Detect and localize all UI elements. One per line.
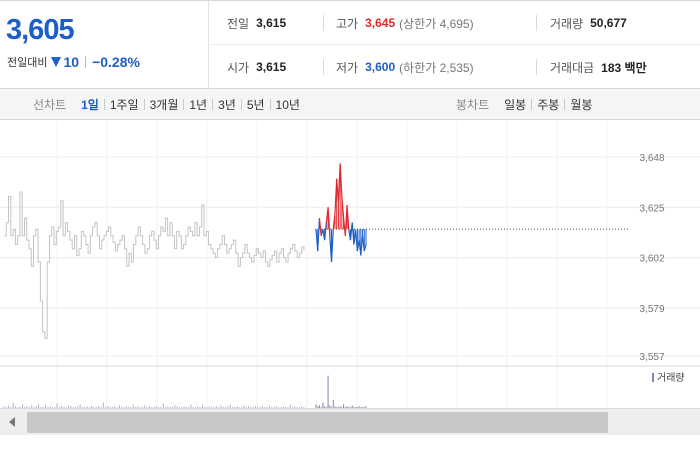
stat-label: 거래대금 [550,60,595,75]
quote-panel: 3,605 전일대비 10 −0.28% 전일 3,615 고가 3,645 ( [0,0,700,89]
divider [240,98,242,110]
change-value: 10 [63,54,80,70]
chart-toolbar: 선차트 1일 1주일 3개월 1년 3년 5년 10년 봉차트 일봉 주봉 월봉 [0,89,700,120]
today-series-line [361,235,365,252]
stat-value: 183 백만 [601,60,647,75]
divider [269,98,271,110]
divider [536,59,537,75]
y-tick-label: 3,625 [639,203,664,214]
y-tick-label: 3,602 [639,254,664,265]
stat-label: 전일 [227,16,250,31]
today-series-line [330,229,334,262]
divider [564,98,566,110]
today-series-line [317,218,321,252]
divider [103,98,105,110]
stats-row: 전일 3,615 고가 3,645 (상한가 4,695) 거래량 50,677 [210,1,700,45]
current-price: 3,605 [6,14,75,46]
stat-value: 3,645 [365,16,396,30]
stat-low: 저가 3,600 (하한가 2,535) [336,45,474,89]
stats-table: 전일 3,615 고가 3,645 (상한가 4,695) 거래량 50,677… [210,1,700,89]
divider [323,59,324,75]
change-percent: −0.28% [92,54,140,70]
stat-value: 3,600 [365,60,396,74]
stat-note: (상한가 4,695) [399,16,474,31]
today-series-line [334,178,338,214]
stat-trade-value: 거래대금 183 백만 [550,45,647,89]
today-series-line [339,163,343,197]
stats-row: 시가 3,615 저가 3,600 (하한가 2,535) 거래대금 183 백… [210,45,700,89]
divider [323,15,324,31]
stat-high: 고가 3,645 (상한가 4,695) [336,1,474,45]
divider [143,98,145,110]
divider [183,98,185,110]
today-series-line [346,205,350,230]
stat-label: 고가 [336,16,359,31]
period-10y-tab[interactable]: 10년 [275,97,300,112]
stat-volume: 거래량 50,677 [550,1,627,45]
today-series-line [318,218,322,236]
y-tick-label: 3,557 [639,352,664,363]
price-chart-svg: 3,648 3,625 3,602 3,579 3,557 거래량 [0,121,700,408]
period-1d-tab[interactable]: 1일 [81,97,99,112]
price-box: 3,605 전일대비 10 −0.28% [0,1,209,89]
stat-value: 3,615 [256,60,287,74]
volume-legend: 거래량 [652,372,685,384]
y-tick-label: 3,579 [639,304,664,315]
down-arrow-icon [51,57,62,67]
stat-prev-close: 전일 3,615 [227,1,286,45]
stat-open: 시가 3,615 [227,45,286,89]
stat-label: 거래량 [550,16,584,31]
period-3m-tab[interactable]: 3개월 [149,97,179,112]
y-axis-labels: 3,648 3,625 3,602 3,579 3,557 [639,153,664,363]
today-series-line [363,244,367,252]
volume-legend-swatch [652,373,654,382]
divider [531,98,533,110]
today-series-line [324,222,327,241]
period-1y-tab[interactable]: 1년 [189,97,208,112]
scrollbar-thumb[interactable] [27,412,608,433]
stat-value: 50,677 [590,16,627,30]
period-1w-tab[interactable]: 1주일 [109,97,139,112]
today-series-line [337,163,341,201]
today-series-line [360,235,364,256]
change-line: 전일대비 10 −0.28% [7,54,140,70]
horizontal-scrollbar[interactable] [0,408,700,435]
candle-weekly-tab[interactable]: 주봉 [537,97,560,112]
candle-chart-periods: 봉차트 일봉 주봉 월봉 [456,89,597,119]
line-chart-title: 선차트 [33,97,67,112]
candle-daily-tab[interactable]: 일봉 [504,97,527,112]
stat-label: 시가 [227,60,250,75]
candle-monthly-tab[interactable]: 월봉 [570,97,593,112]
stat-value: 3,615 [256,16,287,30]
change-label: 전일대비 [7,57,48,69]
price-chart: 3,648 3,625 3,602 3,579 3,557 거래량 [0,121,700,450]
divider [85,56,87,68]
period-3y-tab[interactable]: 3년 [218,97,236,112]
today-series-line [332,213,336,230]
history-series-line [4,191,305,339]
volume-legend-label: 거래량 [657,372,685,384]
today-series-line [344,205,348,236]
divider [212,98,214,110]
today-series-line [355,231,358,252]
stat-note: (하한가 2,535) [399,60,474,75]
stat-label: 저가 [336,60,359,75]
today-series-line [327,207,331,236]
chart-grid [0,121,700,408]
scroll-left-arrow-icon[interactable] [4,414,20,430]
y-tick-label: 3,648 [639,153,664,164]
volume-bars [3,375,367,408]
price-lines [4,163,630,339]
divider [536,15,537,31]
candle-chart-title: 봉차트 [456,97,490,112]
today-series-line [351,222,355,245]
line-chart-periods: 선차트 1일 1주일 3개월 1년 3년 5년 10년 [33,89,305,119]
period-5y-tab[interactable]: 5년 [246,97,265,112]
today-series-line [341,196,345,219]
